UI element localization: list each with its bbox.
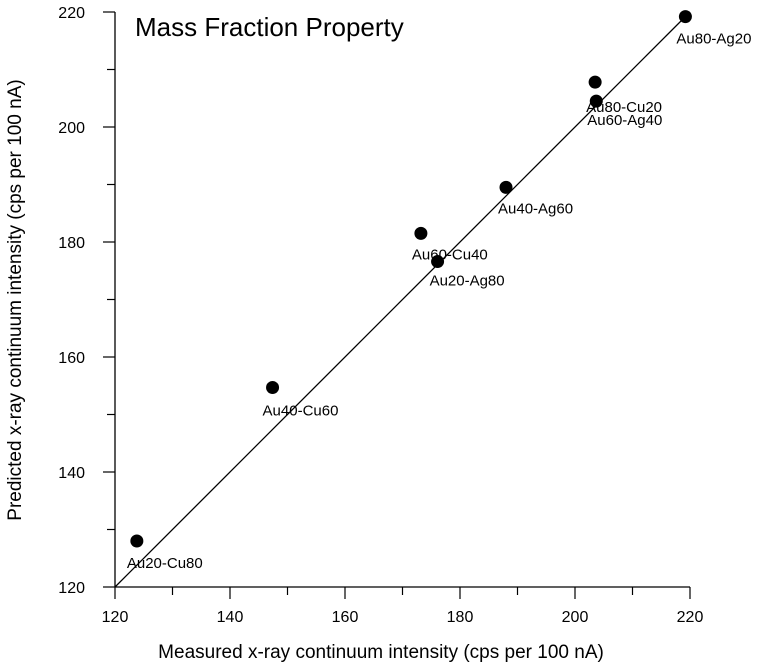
point-label: Au80-Cu20 (586, 99, 662, 116)
data-point (499, 180, 513, 194)
data-point (588, 75, 602, 89)
axes: 120 140 160 180 200 220 120 140 160 180 200 220 (58, 5, 703, 626)
y-tick-label: 160 (58, 350, 85, 367)
y-tick-label: 220 (58, 5, 85, 22)
data-point (266, 380, 280, 394)
x-axis-title: Measured x-ray continuum intensity (cps … (158, 642, 604, 663)
point-label: Au20-Ag80 (430, 273, 505, 290)
data-points: Au20-Cu80 Au40-Cu60 Au60-Cu40 Au20-Ag80 Au40… (127, 10, 751, 572)
point-label: Au20-Cu80 (127, 555, 203, 572)
point-label: Au60-Ag40 (587, 112, 662, 129)
x-tick-label: 220 (677, 609, 704, 626)
data-point (431, 255, 445, 269)
y-tick-label: 180 (58, 235, 85, 252)
point-label: Au80-Ag20 (676, 31, 751, 48)
reference-line (114, 11, 691, 588)
chart-title: Mass Fraction Property (135, 12, 404, 42)
data-point (589, 94, 603, 108)
x-tick-label: 180 (447, 609, 474, 626)
x-tick-label: 140 (217, 609, 244, 626)
point-label: Au40-Ag60 (498, 200, 573, 217)
y-tick-label: 120 (58, 580, 85, 597)
data-point (130, 534, 144, 548)
y-axis-title: Predicted x-ray continuum intensity (cps… (5, 79, 26, 520)
x-tick-label: 120 (102, 609, 129, 626)
data-point (414, 226, 428, 240)
y-tick-label: 200 (58, 120, 85, 137)
x-tick-label: 160 (332, 609, 359, 626)
point-label: Au60-Cu40 (412, 246, 488, 263)
point-label: Au40-Cu60 (263, 402, 339, 419)
x-tick-label: 200 (562, 609, 589, 626)
data-point (678, 10, 692, 24)
y-tick-label: 140 (58, 465, 85, 482)
